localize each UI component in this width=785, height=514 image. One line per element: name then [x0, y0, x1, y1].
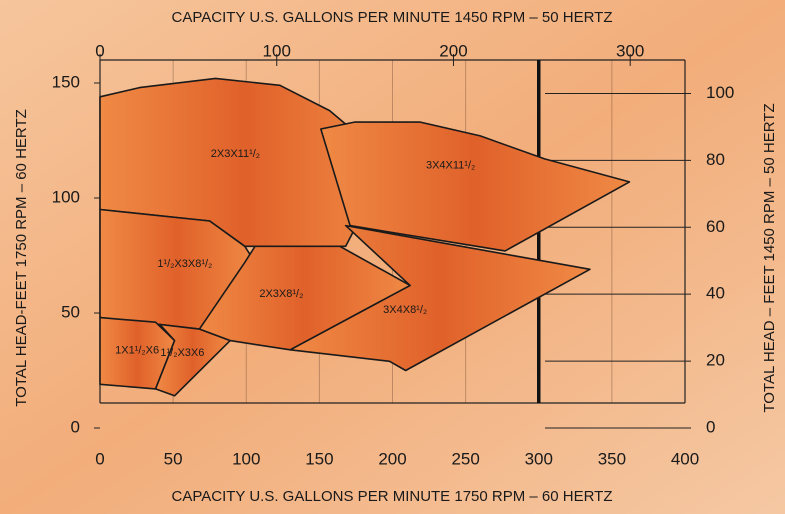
y2-tick-label: 80 [706, 150, 725, 169]
y-tick-label: 0 [71, 417, 80, 436]
y-tick-label: 100 [52, 187, 80, 206]
chart: CAPACITY U.S. GALLONS PER MINUTE 1450 RP… [0, 0, 785, 514]
x-axis-title: CAPACITY U.S. GALLONS PER MINUTE 1750 RP… [172, 488, 613, 505]
region-label: 2X3X11¹/₂ [211, 148, 260, 160]
y2-tick-label: 20 [706, 351, 725, 370]
x-tick-label: 250 [451, 449, 479, 468]
region-label: 1¹/₂X3X6 [160, 347, 204, 359]
x-tick-label: 350 [598, 449, 626, 468]
chart-title: CAPACITY U.S. GALLONS PER MINUTE 1450 RP… [172, 9, 613, 26]
region-label: 1¹/₂X3X8¹/₂ [157, 258, 212, 270]
x-tick-label: 400 [671, 449, 699, 468]
y-tick-label: 150 [52, 72, 80, 91]
x-tick-label: 200 [378, 449, 406, 468]
x2-tick-label: 200 [439, 41, 467, 60]
x-tick-label: 150 [305, 449, 333, 468]
y2-axis-title: TOTAL HEAD – FEET 1450 RPM – 50 HERTZ [761, 103, 778, 412]
x2-tick-label: 300 [616, 41, 644, 60]
y2-tick-label: 60 [706, 217, 725, 236]
x2-tick-label: 0 [95, 41, 104, 60]
y2-tick-label: 40 [706, 284, 725, 303]
y-tick-label: 50 [61, 302, 80, 321]
region-label: 3X4X11¹/₂ [426, 160, 475, 172]
x-tick-label: 0 [95, 449, 104, 468]
y-axis-title: TOTAL HEAD-FEET 1750 RPM – 60 HERTZ [13, 109, 30, 407]
y2-tick-label: 100 [706, 83, 734, 102]
x-tick-label: 50 [164, 449, 183, 468]
region-label: 1X1¹/₂X6 [115, 345, 159, 357]
x2-tick-label: 100 [263, 41, 291, 60]
region-label: 3X4X8¹/₂ [383, 304, 427, 316]
region-label: 2X3X8¹/₂ [259, 288, 303, 300]
y2-tick-label: 0 [706, 417, 715, 436]
x-tick-label: 300 [525, 449, 553, 468]
x-tick-label: 100 [232, 449, 260, 468]
